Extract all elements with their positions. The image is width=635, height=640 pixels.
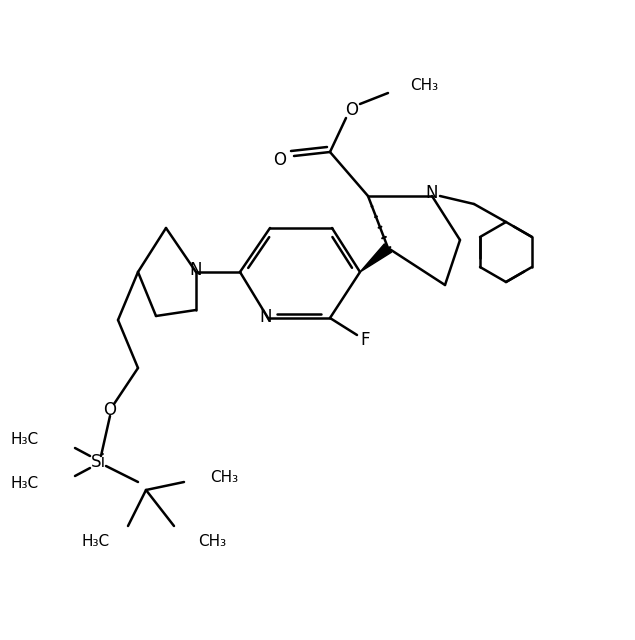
Text: H₃C: H₃C	[11, 477, 39, 492]
Text: O: O	[345, 101, 359, 119]
Text: N: N	[425, 184, 438, 202]
Text: H₃C: H₃C	[11, 433, 39, 447]
Text: Si: Si	[90, 453, 105, 471]
Text: F: F	[360, 331, 370, 349]
Polygon shape	[360, 244, 392, 272]
Text: H₃C: H₃C	[82, 534, 110, 550]
Text: N: N	[260, 308, 272, 326]
Text: CH₃: CH₃	[410, 77, 438, 93]
Text: O: O	[274, 151, 286, 169]
Text: N: N	[190, 261, 203, 279]
Text: CH₃: CH₃	[198, 534, 226, 550]
Text: O: O	[104, 401, 116, 419]
Text: CH₃: CH₃	[210, 470, 238, 486]
